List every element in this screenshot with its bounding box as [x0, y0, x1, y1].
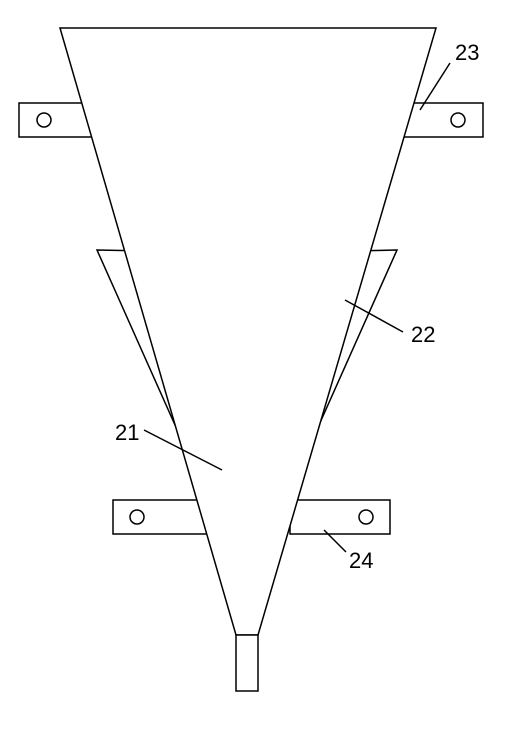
bracket-lower-right	[290, 500, 390, 534]
spout	[236, 635, 258, 691]
spout-rect	[236, 635, 258, 691]
label-23: 23	[455, 40, 479, 65]
label-22: 22	[411, 322, 435, 347]
technical-diagram: 21 22 23 24	[0, 0, 532, 729]
funnel-outline	[60, 28, 436, 635]
label-21: 21	[115, 420, 139, 445]
label-24: 24	[349, 548, 373, 573]
funnel-body	[60, 28, 436, 635]
